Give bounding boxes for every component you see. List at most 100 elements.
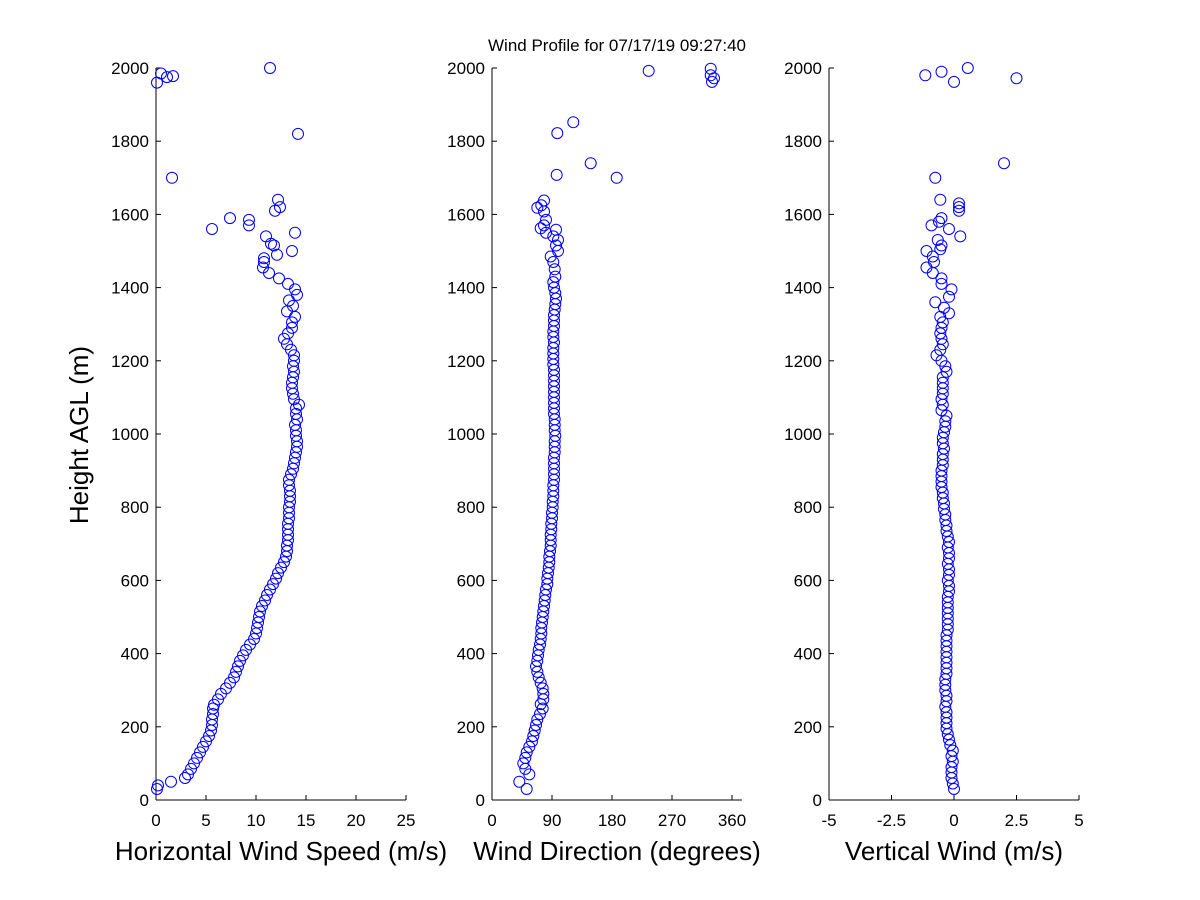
y-tick-label: 1800 [111, 132, 149, 151]
data-point [925, 219, 938, 232]
x-tick-label: 270 [658, 811, 686, 830]
data-point [289, 226, 301, 239]
data-point [256, 600, 268, 612]
data-point [165, 775, 177, 788]
x-tick-label: 90 [543, 811, 562, 830]
data-point [191, 751, 203, 764]
y-tick-label: 200 [457, 718, 485, 737]
data-point [536, 682, 549, 695]
x-tick-label: 0 [487, 811, 496, 830]
data-point [920, 261, 933, 274]
data-point [610, 171, 623, 184]
x-tick-label: 180 [598, 811, 626, 830]
data-point [519, 751, 532, 764]
data-point [523, 740, 536, 753]
data-point [534, 222, 547, 235]
data-point [520, 746, 533, 759]
data-point [948, 75, 960, 88]
data-point [237, 649, 249, 662]
data-point [540, 213, 552, 226]
data-point [275, 561, 287, 574]
data-point [520, 783, 533, 795]
data-point [527, 730, 540, 742]
data-point [550, 223, 562, 236]
x-axis-label: Vertical Wind (m/s) [845, 836, 1063, 866]
data-point [185, 762, 197, 775]
data-point [248, 633, 260, 645]
y-tick-label: 0 [140, 791, 149, 810]
data-point [548, 263, 561, 276]
data-point [167, 70, 179, 83]
x-tick-label: 15 [297, 811, 316, 830]
data-point [152, 779, 164, 792]
y-tick-label: 800 [794, 498, 822, 517]
data-point [946, 744, 959, 757]
y-tick-label: 1000 [111, 425, 149, 444]
data-point [948, 783, 960, 795]
data-point [526, 735, 538, 748]
data-point [534, 676, 547, 689]
panel-1: 0 200 400 600 800 1000 1200 1400 1600 1800 2000 0 5 1… [111, 59, 447, 866]
data-point [291, 288, 303, 301]
data-point [206, 223, 218, 235]
data-point [517, 757, 530, 770]
data-point [283, 473, 295, 486]
data-point [258, 252, 270, 265]
data-point [945, 283, 958, 296]
data-point [292, 127, 304, 140]
data-point [550, 239, 562, 252]
data-point [203, 730, 215, 742]
data-point [928, 256, 940, 268]
x-axis-label: Horizontal Wind Speed (m/s) [115, 836, 447, 866]
x-tick-label: 10 [247, 811, 266, 830]
data-point [944, 739, 957, 752]
y-tick-label: 1600 [447, 205, 485, 224]
data-point [943, 290, 955, 303]
data-point [538, 205, 550, 218]
x-tick-label: -2.5 [877, 811, 906, 830]
data-point [704, 69, 717, 82]
data-point [934, 193, 947, 206]
data-point [920, 245, 933, 257]
data-point [961, 62, 974, 74]
panel-2: 0 200 400 600 800 1000 1200 1400 1600 1800 2000 0 90… [447, 59, 761, 866]
data-point [207, 708, 219, 720]
data-point [935, 277, 948, 290]
data-point [537, 687, 550, 700]
x-tick-label: 2.5 [1005, 811, 1029, 830]
data-point [939, 415, 952, 428]
data-point [919, 69, 932, 82]
y-tick-label: 1200 [447, 352, 485, 371]
y-tick-label: 0 [476, 791, 485, 810]
data-point [257, 261, 269, 274]
data-point [936, 431, 949, 444]
x-tick-label: 360 [718, 811, 746, 830]
data-point [547, 256, 560, 268]
data-point [259, 594, 271, 607]
data-point [1010, 72, 1023, 85]
data-point [228, 671, 240, 684]
data-point [272, 193, 284, 206]
data-point [547, 276, 560, 289]
y-tick-label: 200 [794, 718, 822, 737]
data-point [940, 365, 953, 378]
data-point [513, 775, 526, 788]
y-tick-label: 0 [813, 791, 822, 810]
data-point [282, 277, 294, 290]
figure-title: Wind Profile for 07/17/19 09:27:40 [488, 36, 746, 55]
y-tick-label: 800 [121, 498, 149, 517]
data-point [953, 201, 965, 214]
data-point [264, 62, 276, 74]
data-point [929, 171, 942, 184]
data-point [530, 719, 542, 731]
data-point [926, 267, 939, 279]
data-point [935, 272, 948, 285]
data-point [182, 768, 194, 781]
data-point [234, 654, 246, 667]
data-point [261, 589, 273, 601]
y-tick-label: 1000 [447, 425, 485, 444]
data-point [283, 294, 295, 307]
data-point [547, 230, 560, 243]
data-point [933, 215, 945, 228]
